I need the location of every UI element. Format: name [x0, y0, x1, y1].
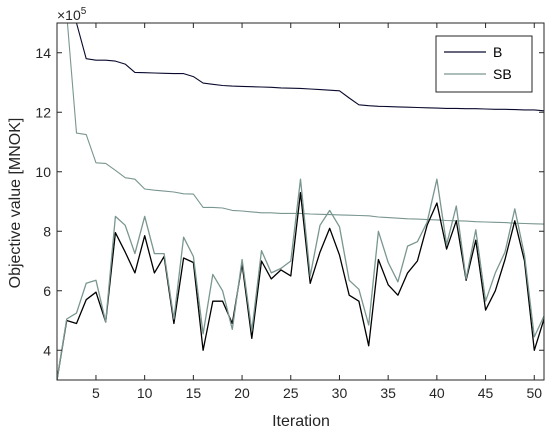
- x-tick-label: 50: [526, 385, 542, 401]
- x-tick-label: 30: [332, 385, 348, 401]
- x-axis-label: Iteration: [272, 413, 330, 430]
- x-tick-label: 10: [137, 385, 153, 401]
- legend-label-b: B: [493, 44, 502, 60]
- legend-label-sb: SB: [493, 66, 512, 82]
- y-tick-label: 4: [43, 342, 51, 358]
- y-tick-label: 12: [35, 104, 51, 120]
- y-tick-label: 8: [43, 223, 51, 239]
- x-tick-label: 45: [478, 385, 494, 401]
- series-line-iteration-2: [57, 191, 544, 380]
- axes-box: [56, 22, 545, 381]
- y-tick-label: 6: [43, 283, 51, 299]
- x-tick-label: 20: [234, 385, 250, 401]
- axes: [56, 22, 545, 381]
- y-axis-label: Objective value [MNOK]: [7, 118, 24, 289]
- series-line-iteration-3: [57, 178, 544, 380]
- series-line-b: [75, 23, 544, 112]
- y-axis-multiplier: ×105: [57, 6, 87, 23]
- x-tick-label: 35: [380, 385, 396, 401]
- x-tick-label: 40: [429, 385, 445, 401]
- legend: B SB: [435, 35, 533, 93]
- x-tick-label: 15: [186, 385, 202, 401]
- y-tick-label: 14: [35, 45, 51, 61]
- x-tick-label: 25: [283, 385, 299, 401]
- y-tick-label: 10: [35, 164, 51, 180]
- ticks: 5 10 15 20 25 30 35 40 45 50 4 6 8 10 12 14: [35, 23, 544, 401]
- series-layer: [57, 23, 544, 380]
- legend-box: [435, 35, 533, 93]
- series-line-sb: [66, 23, 544, 225]
- x-tick-label: 5: [92, 385, 100, 401]
